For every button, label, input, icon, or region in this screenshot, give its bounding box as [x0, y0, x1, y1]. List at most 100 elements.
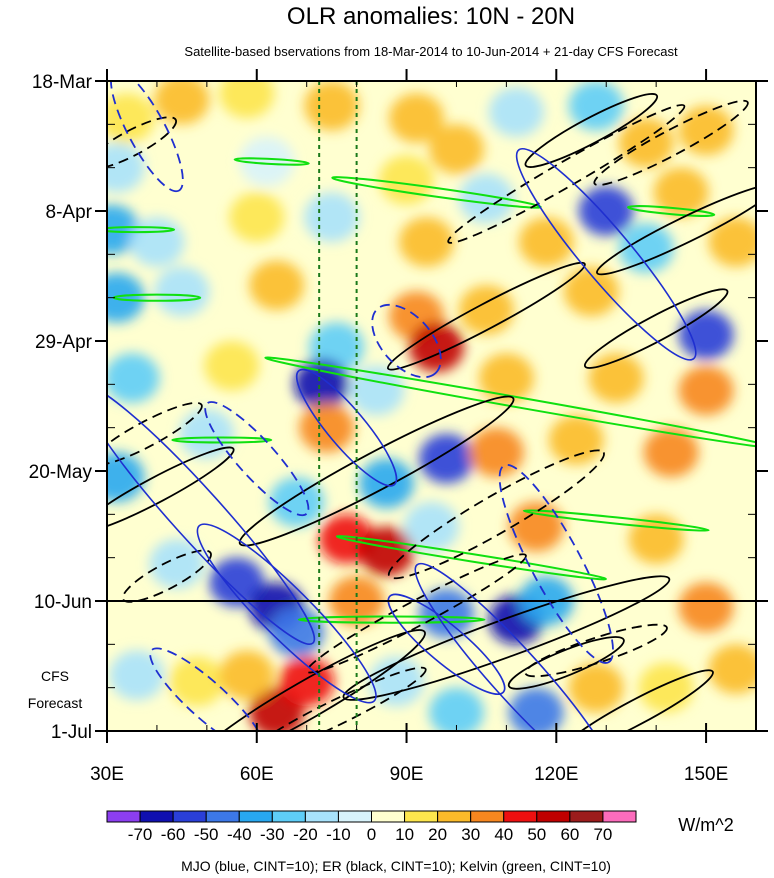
anomaly-cell-25 [154, 266, 210, 317]
kelvin-contour-7 [335, 535, 607, 581]
anomaly-cell-30 [563, 266, 619, 317]
colorbar-level-label-2: -50 [194, 825, 219, 844]
anomaly-cell-3 [304, 81, 360, 131]
anomaly-cell-35 [204, 341, 260, 391]
contour-overlays [107, 81, 756, 731]
anomaly-cell-37 [478, 353, 534, 403]
colorbar-level-label-3: -40 [227, 825, 252, 844]
x-axis-labels: 30E 60E 90E 120E 150E [90, 764, 728, 785]
anomaly-cell-23 [708, 217, 756, 267]
y-tick-label-4: 10-Jun [34, 592, 92, 613]
y-tick-label-1: 8-Apr [46, 202, 93, 223]
colorbar-level-label-10: 30 [461, 825, 480, 844]
anomaly-cell-73 [708, 644, 756, 694]
er-negative-contour-7 [593, 99, 749, 186]
kelvin-contour-0 [233, 157, 310, 166]
y-tick-label-3: 20-May [29, 462, 93, 483]
anomaly-cell-72 [638, 662, 694, 713]
er-positive-contour-3 [107, 446, 235, 533]
colorbar-unit: W/m^2 [678, 815, 733, 835]
anomaly-cell-48 [269, 477, 325, 527]
anomaly-cell-6 [488, 87, 544, 137]
mjo-positive-contour-2 [295, 368, 398, 487]
anomaly-cell-26 [249, 260, 305, 311]
anomaly-cell-10 [107, 142, 145, 193]
colorbar-swatch-10 [437, 810, 472, 823]
er-positive-contour-1 [238, 395, 515, 547]
anomaly-cell-41 [179, 409, 235, 459]
anomaly-cell-15 [653, 167, 709, 218]
x-tick-label-0: 30E [90, 764, 124, 785]
anomaly-field [107, 81, 756, 731]
x-tick-label-3: 120E [534, 764, 578, 785]
colorbar-swatch-2 [172, 810, 207, 823]
contour-legend: MJO (blue, CINT=10); ER (black, CINT=10)… [181, 858, 611, 874]
colorbar-swatch-15 [602, 810, 637, 823]
colorbar-level-label-14: 70 [593, 825, 612, 844]
anomaly-cell-55 [209, 557, 265, 608]
kelvin-contour-2 [626, 205, 716, 217]
mjo-positive-contour-5 [387, 593, 506, 695]
mjo-positive-contour-4 [515, 147, 697, 361]
er-positive-contour-0 [386, 261, 586, 371]
plot-frame [106, 80, 757, 732]
colorbar-level-label-4: -30 [260, 825, 285, 844]
mjo-positive-contour-0 [107, 383, 316, 645]
colorbar-level-label-0: -70 [128, 825, 153, 844]
colorbar-swatch-5 [271, 810, 306, 823]
er-positive-contour-4 [342, 575, 671, 701]
anomaly-blobs [107, 81, 756, 731]
colorbar-level-label-7: 0 [367, 825, 376, 844]
colorbar-level-label-12: 50 [527, 825, 546, 844]
anomaly-cell-45 [548, 415, 604, 465]
y-tick-label-2: 29-Apr [35, 332, 93, 353]
er-positive-contour-8 [507, 636, 625, 690]
y-tick-label-0: 18-Mar [32, 72, 93, 93]
anomaly-cell-43 [419, 433, 474, 484]
colorbar-swatch-11 [470, 810, 505, 823]
anomaly-cell-62 [678, 582, 734, 632]
anomaly-cell-70 [508, 687, 564, 731]
colorbar-swatch-7 [337, 810, 373, 823]
anomaly-cell-17 [129, 217, 185, 267]
anomaly-cell-20 [399, 217, 454, 267]
anomaly-cell-31 [678, 310, 734, 360]
colorbar-swatch-9 [404, 810, 439, 823]
colorbar-swatch-12 [503, 810, 538, 823]
er-positive-contour-7 [524, 93, 659, 168]
chart-title: OLR anomalies: 10N - 20N [287, 3, 575, 30]
er-positive-contour-9 [558, 669, 714, 731]
anomaly-cell-40 [107, 452, 145, 502]
anomaly-cell-66 [279, 656, 335, 707]
anomaly-cell-63 [109, 650, 165, 701]
mjo-positive-contour-3 [414, 562, 619, 731]
anomaly-cell-13 [458, 173, 514, 224]
anomaly-cell-64 [169, 656, 225, 707]
forecast-label-line-1: CFS [41, 668, 69, 684]
anomaly-cell-69 [429, 687, 484, 731]
anomaly-cell-51 [404, 501, 459, 552]
anomaly-cell-14 [578, 186, 634, 236]
kelvin-contour-3 [107, 226, 176, 234]
colorbar-swatch-14 [569, 810, 604, 823]
anomaly-cell-33 [294, 359, 350, 410]
mjo-positive-contour-1 [196, 523, 377, 704]
reference-lines [107, 81, 756, 731]
forecast-label-line-2: Forecast [28, 695, 83, 711]
er-positive-contour-6 [596, 183, 756, 276]
anomaly-cell-0 [107, 93, 155, 143]
anomaly-cell-39 [678, 365, 734, 416]
colorbar-level-label-6: -10 [326, 825, 351, 844]
anomaly-cell-52 [508, 501, 564, 552]
anomaly-cell-1 [154, 81, 210, 125]
anomaly-cell-54 [149, 539, 205, 589]
anomaly-cell-22 [618, 223, 674, 273]
anomaly-cell-42 [299, 402, 355, 453]
chart-subtitle: Satellite-based bservations from 18-Mar-… [184, 44, 678, 59]
mjo-negative-contour-1 [371, 303, 442, 379]
colorbar-level-label-13: 60 [560, 825, 579, 844]
kelvin-contour-6 [171, 436, 273, 444]
x-tick-label-2: 90E [390, 764, 424, 785]
anomaly-cell-2 [219, 81, 275, 119]
